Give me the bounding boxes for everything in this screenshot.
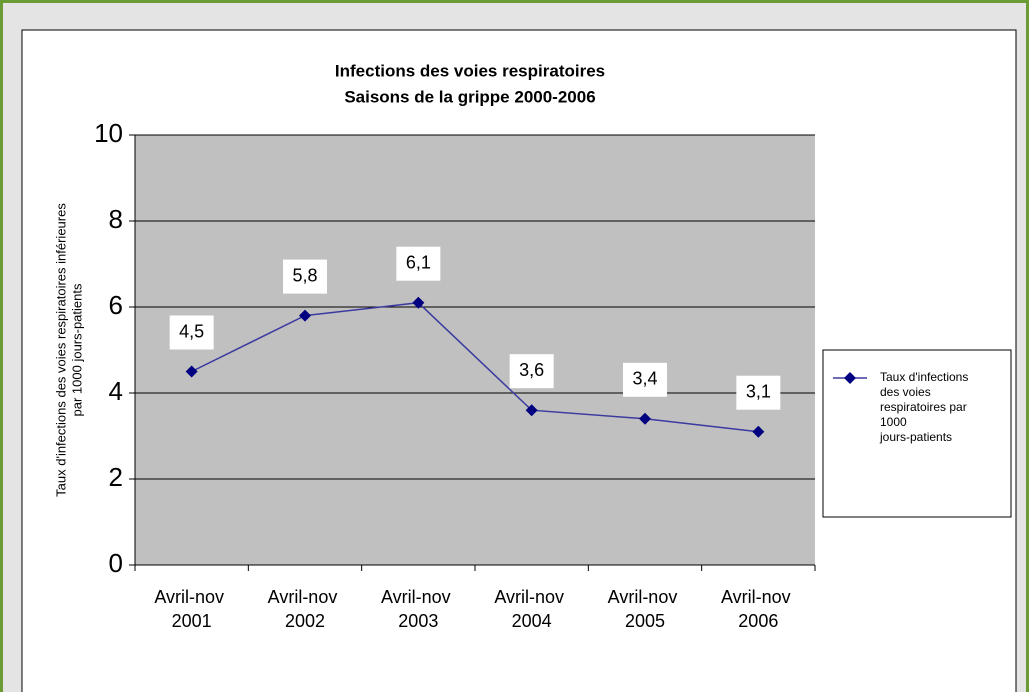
marker xyxy=(185,365,198,378)
y-axis-label: Taux d'infections des voies respiratoire… xyxy=(53,203,68,497)
data-label-box xyxy=(169,315,214,350)
x-tick-label: Avril-nov 2005 xyxy=(608,587,683,631)
y-tick-label: 2 xyxy=(109,462,123,492)
x-tick-label: Avril-nov 2004 xyxy=(494,587,569,631)
x-tick-label: Avril-nov 2006 xyxy=(721,587,796,631)
data-label: 4,5 xyxy=(179,321,204,341)
data-label: 3,4 xyxy=(632,369,657,389)
data-label: 5,8 xyxy=(292,265,317,285)
legend-label: Taux d'infections des voies respiratoire… xyxy=(879,370,972,444)
marker xyxy=(639,412,651,425)
data-label-box xyxy=(396,246,441,281)
marker xyxy=(412,296,425,309)
x-tick-label: Avril-nov 2001 xyxy=(154,587,229,631)
y-tick-label: 4 xyxy=(109,376,123,406)
data-label-box xyxy=(509,354,554,389)
series-line xyxy=(191,301,759,433)
chart-subtitle: Saisons de la grippe 2000-2006 xyxy=(344,87,595,106)
y-tick-label: 6 xyxy=(109,290,123,320)
y-tick-label: 8 xyxy=(109,204,123,234)
marker xyxy=(299,309,311,322)
legend-marker xyxy=(844,372,856,384)
data-label-box xyxy=(283,259,327,294)
chart-title: Infections des voies respiratoires xyxy=(335,61,605,80)
marker xyxy=(752,425,765,438)
marker xyxy=(525,404,538,417)
x-tick-label: Avril-nov 2002 xyxy=(268,587,343,631)
data-label: 6,1 xyxy=(406,252,431,272)
x-tick-label: Avril-nov 2003 xyxy=(381,587,456,631)
y-tick-label: 10 xyxy=(94,118,123,148)
data-label-box xyxy=(623,362,667,397)
data-label: 3,6 xyxy=(519,360,544,380)
y-axis-label: par 1000 jours-patients xyxy=(69,283,84,416)
y-tick-label: 0 xyxy=(109,548,123,578)
data-label: 3,1 xyxy=(746,381,771,401)
plot-area xyxy=(135,135,815,565)
data-label-box xyxy=(736,375,781,410)
